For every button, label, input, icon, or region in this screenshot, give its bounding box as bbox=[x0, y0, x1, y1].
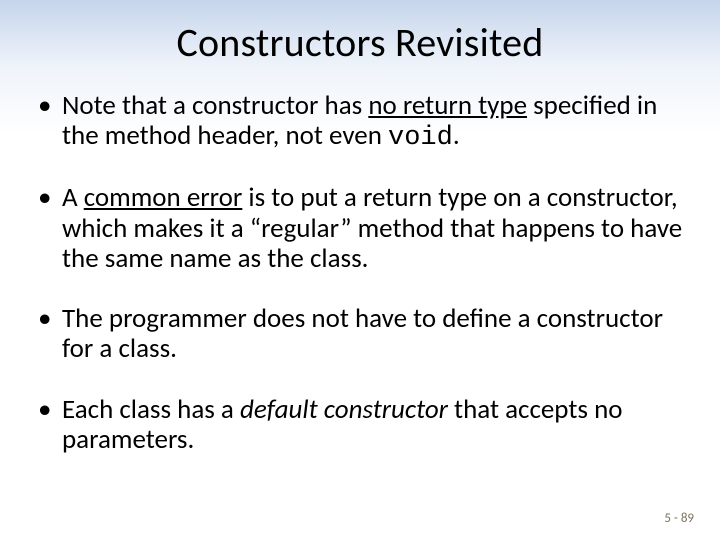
bullet-item: The programmer does not have to define a… bbox=[34, 304, 686, 364]
bullet-text-post2: . bbox=[453, 119, 460, 152]
bullet-text-pre: Each class has a bbox=[62, 393, 240, 426]
slide: Constructors Revisited Note that a const… bbox=[0, 0, 720, 540]
bullet-text-underline: common error bbox=[84, 181, 243, 214]
code-text: void bbox=[388, 123, 453, 153]
bullet-text-pre: Note that a constructor has bbox=[62, 89, 368, 122]
bullet-list: Note that a constructor has no return ty… bbox=[34, 91, 686, 455]
bullet-item: Note that a constructor has no return ty… bbox=[34, 91, 686, 153]
bullet-text-pre: A bbox=[62, 181, 84, 214]
slide-title: Constructors Revisited bbox=[34, 18, 686, 67]
bullet-item: Each class has a default constructor tha… bbox=[34, 395, 686, 455]
bullet-item: A common error is to put a return type o… bbox=[34, 183, 686, 274]
bullet-text-italic: default constructor bbox=[240, 393, 448, 426]
bullet-text-underline: no return type bbox=[368, 89, 527, 122]
bullet-text: The programmer does not have to define a… bbox=[62, 302, 663, 365]
slide-number: 5 - 89 bbox=[664, 511, 694, 526]
